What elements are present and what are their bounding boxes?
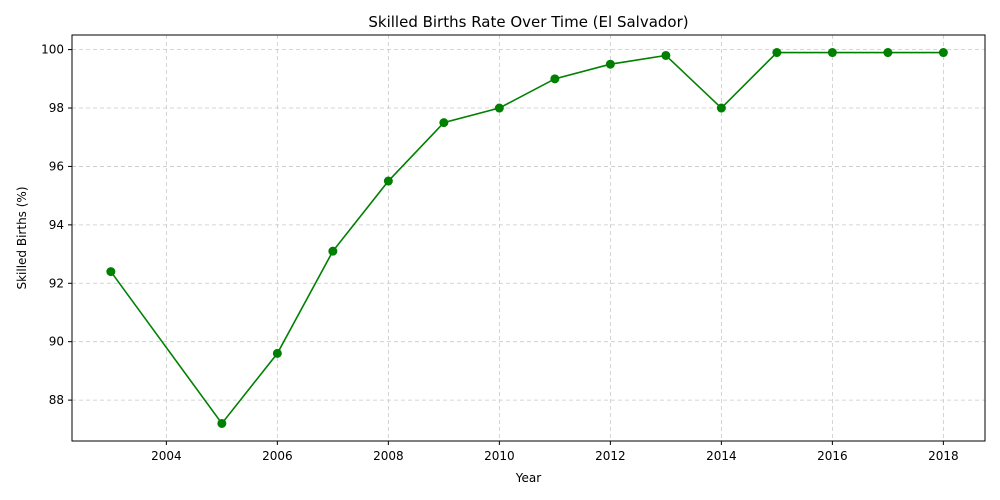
data-point xyxy=(938,48,948,58)
y-tick-label: 92 xyxy=(49,276,64,290)
x-tick-label: 2010 xyxy=(484,449,515,463)
series-layer xyxy=(106,48,948,428)
y-axis-label: Skilled Births (%) xyxy=(15,186,29,289)
y-tick-label: 98 xyxy=(49,101,64,115)
data-point xyxy=(550,74,560,84)
data-point xyxy=(772,48,782,58)
x-tick-label: 2006 xyxy=(262,449,293,463)
data-point xyxy=(383,176,393,186)
y-tick-label: 88 xyxy=(49,393,64,407)
data-point xyxy=(106,267,116,277)
x-tick-label: 2008 xyxy=(373,449,404,463)
x-axis-label: Year xyxy=(515,471,541,485)
data-point xyxy=(827,48,837,58)
y-tick-label: 96 xyxy=(49,159,64,173)
data-point xyxy=(217,418,227,428)
plot-frame xyxy=(71,34,986,442)
y-tick-label: 100 xyxy=(41,43,64,57)
data-point xyxy=(439,118,449,128)
data-point xyxy=(661,50,671,60)
data-point xyxy=(605,59,615,69)
data-point xyxy=(494,103,504,113)
x-tick-label: 2004 xyxy=(151,449,182,463)
x-tick-label: 2016 xyxy=(817,449,848,463)
data-point xyxy=(328,246,338,256)
chart-title: Skilled Births Rate Over Time (El Salvad… xyxy=(368,13,688,31)
x-tick-label: 2012 xyxy=(595,449,626,463)
y-tick-label: 94 xyxy=(49,218,64,232)
x-tick-label: 2014 xyxy=(706,449,737,463)
x-tick-label: 2018 xyxy=(928,449,959,463)
x-axis-ticks: 2004 2006 2008 2010 2012 2014 2016 2018 xyxy=(151,441,959,463)
grid-lines xyxy=(72,35,985,441)
data-point xyxy=(272,348,282,358)
data-point xyxy=(716,103,726,113)
y-axis-ticks: 88 90 92 94 96 98 100 xyxy=(41,43,72,407)
data-point xyxy=(883,48,893,58)
y-tick-label: 90 xyxy=(49,335,64,349)
